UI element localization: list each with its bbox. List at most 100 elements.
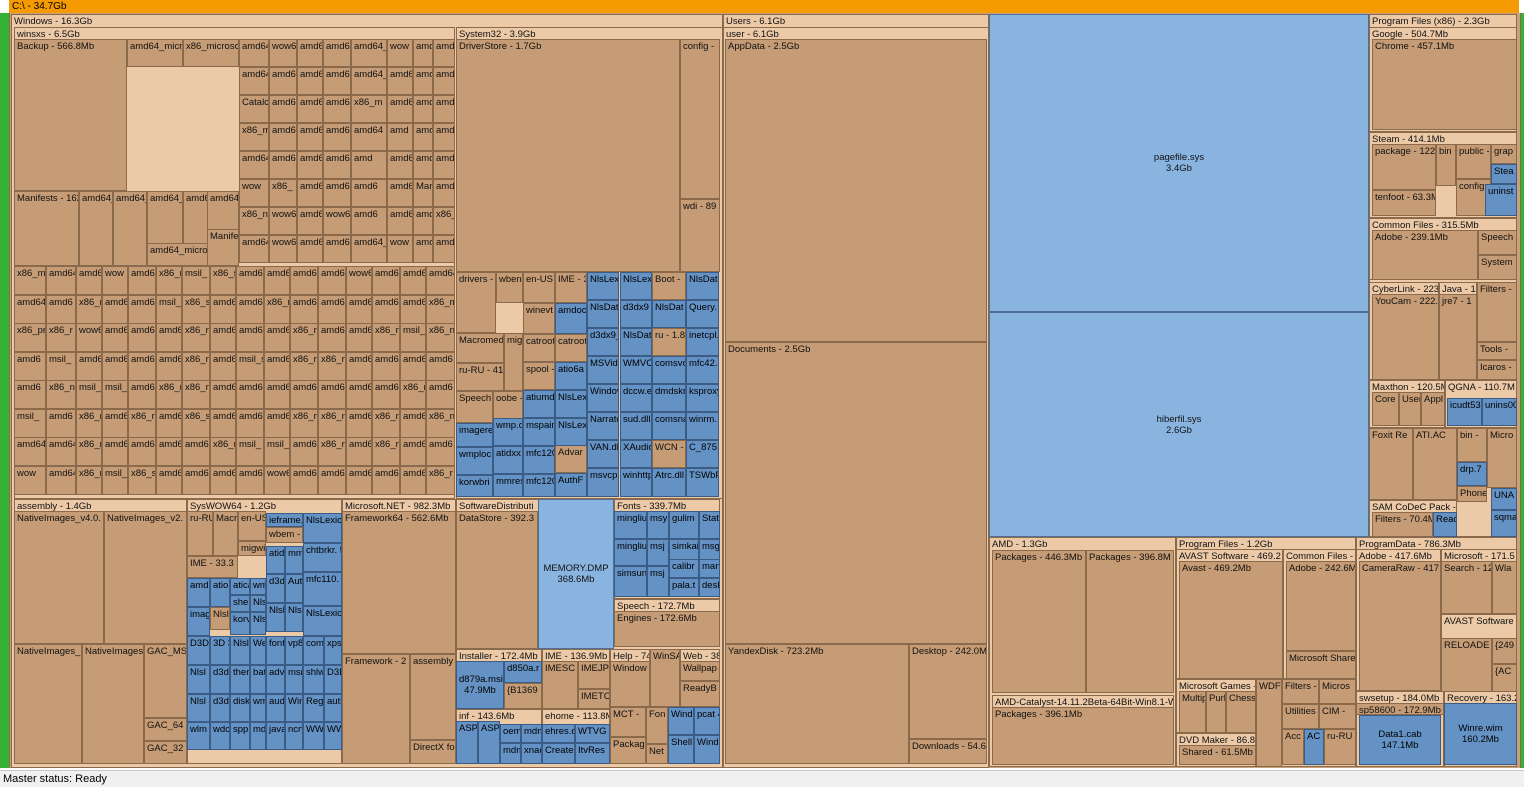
file-cell[interactable]: mdm: [521, 724, 542, 743]
folder-winsxs-item[interactable]: wow: [14, 466, 46, 495]
file-cell[interactable]: xpsr 3.2M: [324, 636, 342, 665]
file-cell[interactable]: WMVC 2.8Mb: [620, 356, 652, 384]
file-cell[interactable]: d3d 1.4M: [210, 694, 230, 722]
file-cell[interactable]: mingliu: [614, 539, 647, 566]
file-cell[interactable]: oem: [500, 724, 521, 743]
folder-winsxs-item[interactable]: amd6: [102, 437, 128, 466]
folder-winsxs-item[interactable]: amd6: [210, 409, 236, 438]
file-cell[interactable]: wmp.d 13.9M: [493, 418, 523, 446]
folder-reloaded[interactable]: RELOADE RLD! - 60.: [1441, 638, 1492, 692]
folder-winsxs-item[interactable]: amd64: [46, 437, 76, 466]
folder-yandexdisk[interactable]: YandexDisk - 723.2Mb: [725, 644, 909, 764]
folder-winsxs-item[interactable]: amd64: [400, 295, 426, 324]
folder-winsxs-item[interactable]: amd6: [210, 466, 236, 495]
folder-winsxs-item[interactable]: amd64: [264, 266, 290, 295]
folder-oobe[interactable]: oobe -: [493, 391, 523, 423]
folder-icaros[interactable]: Icaros -: [1477, 360, 1517, 380]
folder-winsxs-item[interactable]: amd64: [426, 266, 455, 295]
file-cell[interactable]: MSVide 3.4Mb: [587, 356, 619, 384]
folder-en-us[interactable]: en-US: [523, 272, 555, 303]
file-cell[interactable]: mfc42. 1.3Mb: [686, 356, 719, 384]
folder-winsxs-item[interactable]: amd64_m: [323, 95, 351, 123]
folder-winsxs-item[interactable]: amd64: [102, 323, 128, 352]
file-cell[interactable]: Nlsl 3.1M: [187, 665, 210, 694]
folder-winsxs-item[interactable]: amd64: [14, 437, 46, 466]
file-cell[interactable]: wm: [250, 578, 266, 595]
folder-ati-ac[interactable]: ATI.AC: [1413, 428, 1457, 500]
folder-winsxs-item[interactable]: msil_s: [236, 352, 264, 381]
folder-adobe-x86[interactable]: Adobe - 239.1Mb: [1372, 230, 1478, 280]
folder-winsxs-item[interactable]: amd6: [346, 323, 372, 352]
file-cell[interactable]: sud.dll 752Kb: [620, 412, 652, 440]
folder-net-assembly[interactable]: assembly: [410, 654, 456, 740]
folder-winsxs-item[interactable]: amd6: [372, 266, 400, 295]
folder-winsxs-item[interactable]: x86_n: [318, 437, 346, 466]
folder-winsxs-item[interactable]: amd6: [102, 352, 128, 381]
file-cell[interactable]: calibr: [669, 559, 699, 578]
folder-winsxs-item[interactable]: amd6: [400, 352, 426, 381]
folder-framework64[interactable]: Framework64 - 562.6Mb: [342, 511, 456, 654]
folder-winsxs-item[interactable]: amd6: [297, 39, 323, 67]
folder-winsxs-item[interactable]: x86_m: [182, 323, 210, 352]
folder-foxit[interactable]: Foxit Re: [1369, 428, 1413, 500]
file-cell[interactable]: Web 2.5M: [250, 636, 266, 665]
folder-winsxs-item[interactable]: wow: [239, 179, 269, 207]
folder-winsxs-item[interactable]: msil_s: [102, 380, 128, 409]
folder-winsxs-item[interactable]: amd64_micro: [413, 207, 433, 235]
file-cell[interactable]: mmres.: [493, 474, 523, 497]
folder-youcam[interactable]: YouCam - 222.: [1372, 294, 1439, 380]
file-cell[interactable]: d3dx9 3.7Mb: [620, 300, 652, 328]
folder-winsxs-item[interactable]: amd6: [318, 380, 346, 409]
folder-winsxs-item[interactable]: x86_m: [400, 380, 426, 409]
folder-datastore[interactable]: DataStore - 392.3: [456, 511, 538, 649]
folder-winsxs-item[interactable]: amd64: [323, 151, 351, 179]
folder-wdi[interactable]: wdi - 89: [680, 199, 720, 272]
folder-winsxs-item[interactable]: amd6: [297, 123, 323, 151]
folder-winsxs-item[interactable]: amd6: [400, 409, 426, 438]
file-cell[interactable]: ASP: [456, 721, 478, 764]
folder-multiplayer[interactable]: Multip: [1179, 691, 1206, 733]
folder-winsxs-item[interactable]: x86_n: [290, 409, 318, 438]
file-cell[interactable]: TSWbPr 4Kb: [686, 468, 719, 497]
folder-imetc[interactable]: IMETC: [578, 689, 610, 709]
folder-cameraraw[interactable]: CameraRaw - 417: [1359, 561, 1441, 691]
folder-winsxs-item[interactable]: amd64_nv_: [269, 67, 297, 95]
folder-winsxs-item[interactable]: x86_n: [156, 266, 182, 295]
folder-winsxs-item[interactable]: amd6: [264, 352, 290, 381]
folder-winsxs-item[interactable]: amd64_: [387, 151, 413, 179]
folder-winsxs-item[interactable]: amd6: [156, 352, 182, 381]
folder-framework[interactable]: Framework - 2: [342, 654, 410, 764]
folder-microsoft-shared[interactable]: Microsoft Share: [1286, 651, 1356, 679]
folder-winsxs-item[interactable]: amd6: [413, 151, 433, 179]
folder-winsxs-item[interactable]: amd: [387, 123, 413, 151]
folder-wow-macromed[interactable]: Macr: [213, 511, 238, 556]
file-cell[interactable]: NlsDat 2.3Mb: [652, 300, 686, 328]
folder-winsxs-item[interactable]: amd6: [290, 380, 318, 409]
folder-winsxs-item[interactable]: wow64: [269, 207, 297, 235]
file-cell[interactable]: adv 628: [266, 665, 285, 694]
file-cell[interactable]: Query. 1.9Mb: [686, 300, 719, 328]
folder-winsxs-item[interactable]: msil_: [264, 437, 290, 466]
folder-winsxs-item[interactable]: amd: [413, 67, 433, 95]
folder-winsxs-item[interactable]: amd6: [400, 466, 426, 495]
folder-avast[interactable]: Avast - 469.2Mb: [1179, 561, 1283, 679]
folder-drivers[interactable]: drivers -: [456, 272, 496, 333]
file-cell[interactable]: ieframe.: [266, 513, 303, 527]
file-cell[interactable]: comp 476: [303, 636, 324, 665]
folder-winsxs-item[interactable]: msil_: [156, 295, 182, 324]
folder-winsxs-item[interactable]: amd64: [128, 266, 156, 295]
file-cell[interactable]: mdi 204: [250, 722, 266, 750]
folder-winsxs-item[interactable]: amd: [413, 235, 433, 263]
folder-ime[interactable]: IME - 3: [555, 272, 587, 303]
file-cell[interactable]: Reac: [1433, 512, 1457, 537]
file-cell[interactable]: ncry 60K: [285, 722, 303, 750]
file-cell[interactable]: ASP: [478, 721, 500, 764]
file-cell[interactable]: atidxx 10.3M: [493, 446, 523, 474]
folder-appl[interactable]: Appl: [1421, 392, 1445, 426]
file-cell[interactable]: xnac: [521, 743, 542, 764]
file-cell[interactable]: wdc 1.1M: [210, 722, 230, 750]
file-cell[interactable]: NlsLexic 6.5Mb: [303, 513, 342, 543]
folder-help-windows[interactable]: Window: [610, 661, 650, 707]
folder-winsxs-item[interactable]: amd6: [372, 380, 400, 409]
folder-winsxs-item[interactable]: x86_r: [76, 295, 102, 324]
